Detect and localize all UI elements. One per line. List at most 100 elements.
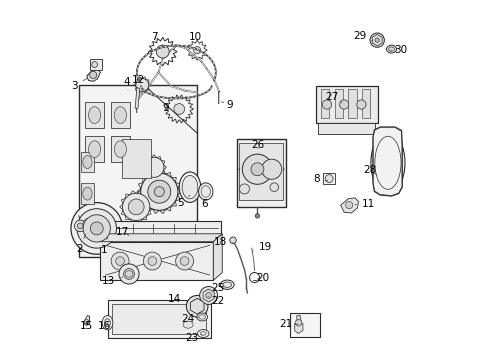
- Circle shape: [255, 214, 259, 218]
- Circle shape: [116, 257, 124, 265]
- Circle shape: [154, 187, 164, 197]
- Text: 24: 24: [181, 314, 198, 324]
- Bar: [111, 136, 129, 162]
- Circle shape: [229, 237, 236, 243]
- Text: 2: 2: [76, 234, 85, 254]
- Text: 18: 18: [214, 237, 233, 247]
- Text: 9: 9: [162, 103, 174, 113]
- Polygon shape: [86, 69, 100, 81]
- Circle shape: [242, 154, 272, 184]
- Text: 25: 25: [211, 283, 224, 293]
- Circle shape: [374, 38, 379, 42]
- Bar: [81, 215, 94, 235]
- Text: 27: 27: [325, 92, 341, 103]
- Circle shape: [199, 287, 217, 305]
- Ellipse shape: [183, 321, 193, 328]
- Polygon shape: [100, 234, 222, 242]
- Circle shape: [84, 319, 89, 324]
- Text: 17: 17: [116, 227, 129, 237]
- Polygon shape: [203, 289, 214, 302]
- Circle shape: [205, 293, 211, 298]
- Bar: [100, 242, 213, 280]
- Bar: [107, 300, 210, 338]
- Circle shape: [261, 159, 281, 179]
- Bar: [334, 89, 343, 118]
- Text: 14: 14: [167, 294, 186, 304]
- Circle shape: [186, 296, 207, 317]
- Ellipse shape: [82, 156, 92, 168]
- Ellipse shape: [114, 141, 126, 158]
- Polygon shape: [83, 316, 89, 325]
- Text: 16: 16: [98, 321, 111, 331]
- Ellipse shape: [197, 329, 208, 337]
- Circle shape: [119, 264, 139, 284]
- Circle shape: [190, 300, 203, 313]
- Circle shape: [174, 104, 184, 114]
- Circle shape: [83, 215, 110, 242]
- Text: 22: 22: [207, 296, 224, 306]
- Text: 8: 8: [312, 174, 327, 184]
- Ellipse shape: [199, 315, 205, 319]
- Ellipse shape: [82, 187, 92, 200]
- Circle shape: [71, 203, 122, 254]
- Ellipse shape: [114, 107, 126, 123]
- Text: 19: 19: [252, 242, 271, 252]
- Circle shape: [250, 163, 264, 176]
- Circle shape: [90, 222, 103, 235]
- Circle shape: [156, 45, 169, 58]
- Ellipse shape: [223, 282, 231, 287]
- Ellipse shape: [196, 313, 207, 321]
- Polygon shape: [135, 87, 140, 108]
- Ellipse shape: [88, 141, 101, 158]
- Polygon shape: [371, 35, 382, 46]
- Circle shape: [77, 209, 116, 248]
- Text: 23: 23: [185, 333, 202, 343]
- Bar: [239, 143, 283, 200]
- Ellipse shape: [388, 47, 394, 51]
- Text: 15: 15: [80, 321, 93, 331]
- Bar: [290, 313, 319, 337]
- Bar: [111, 102, 129, 128]
- Bar: [323, 173, 334, 184]
- Ellipse shape: [201, 186, 210, 197]
- Bar: [361, 89, 369, 118]
- Text: 30: 30: [390, 45, 407, 55]
- Ellipse shape: [386, 45, 396, 53]
- Circle shape: [356, 100, 366, 109]
- Ellipse shape: [104, 319, 110, 327]
- Text: 6: 6: [201, 199, 207, 210]
- Ellipse shape: [88, 107, 101, 123]
- Ellipse shape: [370, 131, 404, 194]
- Bar: [315, 86, 378, 123]
- Circle shape: [74, 220, 86, 231]
- Bar: [236, 139, 285, 207]
- Text: 3: 3: [71, 78, 87, 91]
- Circle shape: [180, 257, 188, 265]
- Circle shape: [122, 193, 149, 221]
- Circle shape: [339, 100, 348, 109]
- Circle shape: [147, 180, 170, 203]
- Polygon shape: [372, 127, 402, 196]
- Text: 1: 1: [101, 237, 107, 255]
- Text: 26: 26: [251, 140, 264, 150]
- Ellipse shape: [182, 176, 198, 199]
- Polygon shape: [294, 316, 303, 333]
- Polygon shape: [190, 298, 203, 314]
- Circle shape: [175, 252, 193, 270]
- Text: 10: 10: [189, 32, 202, 44]
- Circle shape: [136, 78, 148, 91]
- Text: 20: 20: [255, 273, 268, 283]
- Circle shape: [148, 257, 156, 265]
- Text: 4: 4: [123, 77, 130, 90]
- Ellipse shape: [220, 280, 234, 289]
- Circle shape: [143, 157, 163, 177]
- Bar: [347, 89, 356, 118]
- Polygon shape: [295, 319, 301, 326]
- Text: 9: 9: [221, 100, 233, 110]
- Circle shape: [141, 173, 178, 210]
- Ellipse shape: [102, 316, 113, 330]
- Circle shape: [77, 223, 83, 229]
- Bar: [79, 85, 197, 257]
- Circle shape: [143, 252, 161, 270]
- Text: 7: 7: [151, 32, 163, 44]
